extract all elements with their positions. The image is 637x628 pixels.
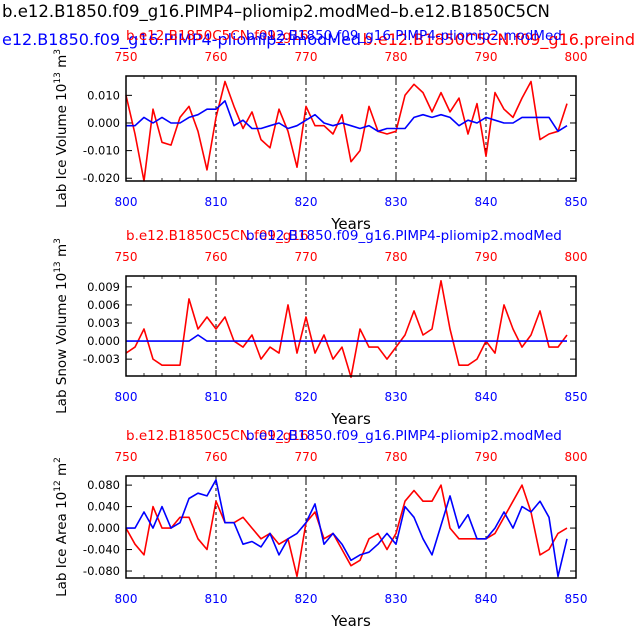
legend-red: b.e12.B1850C5CN.f09_g16 (126, 228, 309, 244)
y-tick-label: 0.080 (87, 478, 120, 492)
x-tick-label: 810 (205, 390, 228, 404)
top-tick-label: 800 (565, 250, 588, 264)
series-line-red (125, 80, 568, 182)
y-tick-label: 0.006 (87, 298, 120, 312)
x-tick-label: 810 (205, 592, 228, 606)
y-tick-label: 0.003 (87, 316, 120, 330)
top-tick-label: 800 (565, 50, 588, 64)
x-tick-label: 840 (475, 390, 498, 404)
y-tick-label: 0.009 (87, 280, 120, 294)
x-tick-label: 830 (385, 592, 408, 606)
x-tick-label: 840 (475, 592, 498, 606)
y-tick-label: -0.040 (83, 543, 120, 557)
x-tick-label: 850 (565, 195, 588, 209)
y-axis-title: Lab Snow Volume 1013 m3 (53, 238, 70, 414)
legend-blue: b.e12.B1850.f09_g16.PIMP4-pliomip2.modMe… (246, 28, 562, 44)
top-tick-label: 750 (115, 450, 138, 464)
y-tick-label: -0.010 (83, 144, 120, 158)
legend-blue: b.e12.B1850.f09_g16.PIMP4-pliomip2.modMe… (246, 428, 562, 444)
series-line-blue (126, 478, 568, 578)
top-tick-label: 770 (295, 250, 318, 264)
top-tick-label: 760 (205, 250, 228, 264)
x-tick-label: 810 (205, 195, 228, 209)
x-axis-title: Years (330, 215, 371, 233)
y-tick-label: -0.080 (83, 564, 120, 578)
x-tick-label: 820 (295, 592, 318, 606)
plot-frame (125, 475, 577, 579)
top-tick-label: 770 (295, 450, 318, 464)
series-line-red (125, 484, 568, 578)
snow-volume-panel: 800 810 820 830 840 850 750 760 770 780 790 800 0.00… (53, 228, 587, 428)
x-tick-label: 800 (115, 390, 138, 404)
top-tick-label: 750 (115, 250, 138, 264)
page-title: b.e12.B1850.f09_g16.PIMP4–pliomip2.modMe… (2, 2, 550, 22)
x-tick-label: 800 (115, 195, 138, 209)
top-tick-label: 750 (115, 50, 138, 64)
series-line-red (125, 279, 568, 379)
y-axis-title: Lab Ice Volume 1013 m3 (53, 49, 70, 208)
top-tick-label: 760 (205, 50, 228, 64)
x-axis-title: Years (330, 410, 371, 428)
x-tick-label: 850 (565, 592, 588, 606)
top-legend-blue: e12.B1850.f09_g16.PIMP4-pliomip2.modMed (2, 30, 361, 50)
x-tick-label: 800 (115, 592, 138, 606)
top-tick-label: 760 (205, 450, 228, 464)
plot-frame (125, 275, 577, 377)
legend-red: b.e12.B1850C5CN.f09_g16 (126, 28, 309, 44)
y-tick-label: 0.040 (87, 500, 120, 514)
top-tick-label: 770 (295, 50, 318, 64)
x-tick-label: 820 (295, 390, 318, 404)
y-tick-label: 0.000 (87, 521, 120, 535)
top-tick-label: 800 (565, 450, 588, 464)
top-tick-label: 790 (475, 250, 498, 264)
series-line-blue (126, 334, 567, 342)
y-tick-label: -0.020 (83, 171, 120, 185)
ice-volume-panel: 800 810 820 830 840 850 750 760 770 780 790 800 0.01… (53, 28, 587, 233)
x-tick-label: 850 (565, 390, 588, 404)
y-tick-label: 0.010 (87, 88, 120, 102)
x-tick-label: 840 (475, 195, 498, 209)
top-legend-red: b.e12.B1850C5CN.f09_g16.preind (363, 30, 635, 50)
x-tick-label: 830 (385, 390, 408, 404)
top-tick-label: 790 (475, 450, 498, 464)
x-tick-label: 820 (295, 195, 318, 209)
y-tick-label: 0.000 (87, 334, 120, 348)
y-axis-title: Lab Ice Area 1012 m2 (53, 457, 70, 597)
plot-frame (125, 75, 577, 182)
y-tick-label: -0.003 (83, 352, 120, 366)
y-tick-label: 0.000 (87, 116, 120, 130)
legend-red: b.e12.B1850C5CN.f09_g16 (126, 428, 309, 444)
x-tick-label: 830 (385, 195, 408, 209)
top-tick-label: 780 (385, 250, 408, 264)
top-tick-label: 790 (475, 50, 498, 64)
top-tick-label: 780 (385, 50, 408, 64)
top-tick-label: 780 (385, 450, 408, 464)
legend-blue: b.e12.B1850.f09_g16.PIMP4-pliomip2.modMe… (246, 228, 562, 244)
ice-area-panel: 800 810 820 830 840 850 750 760 770 780 790 800 0.08… (53, 428, 587, 628)
series-line-blue (126, 100, 568, 133)
x-axis-title: Years (330, 612, 371, 628)
